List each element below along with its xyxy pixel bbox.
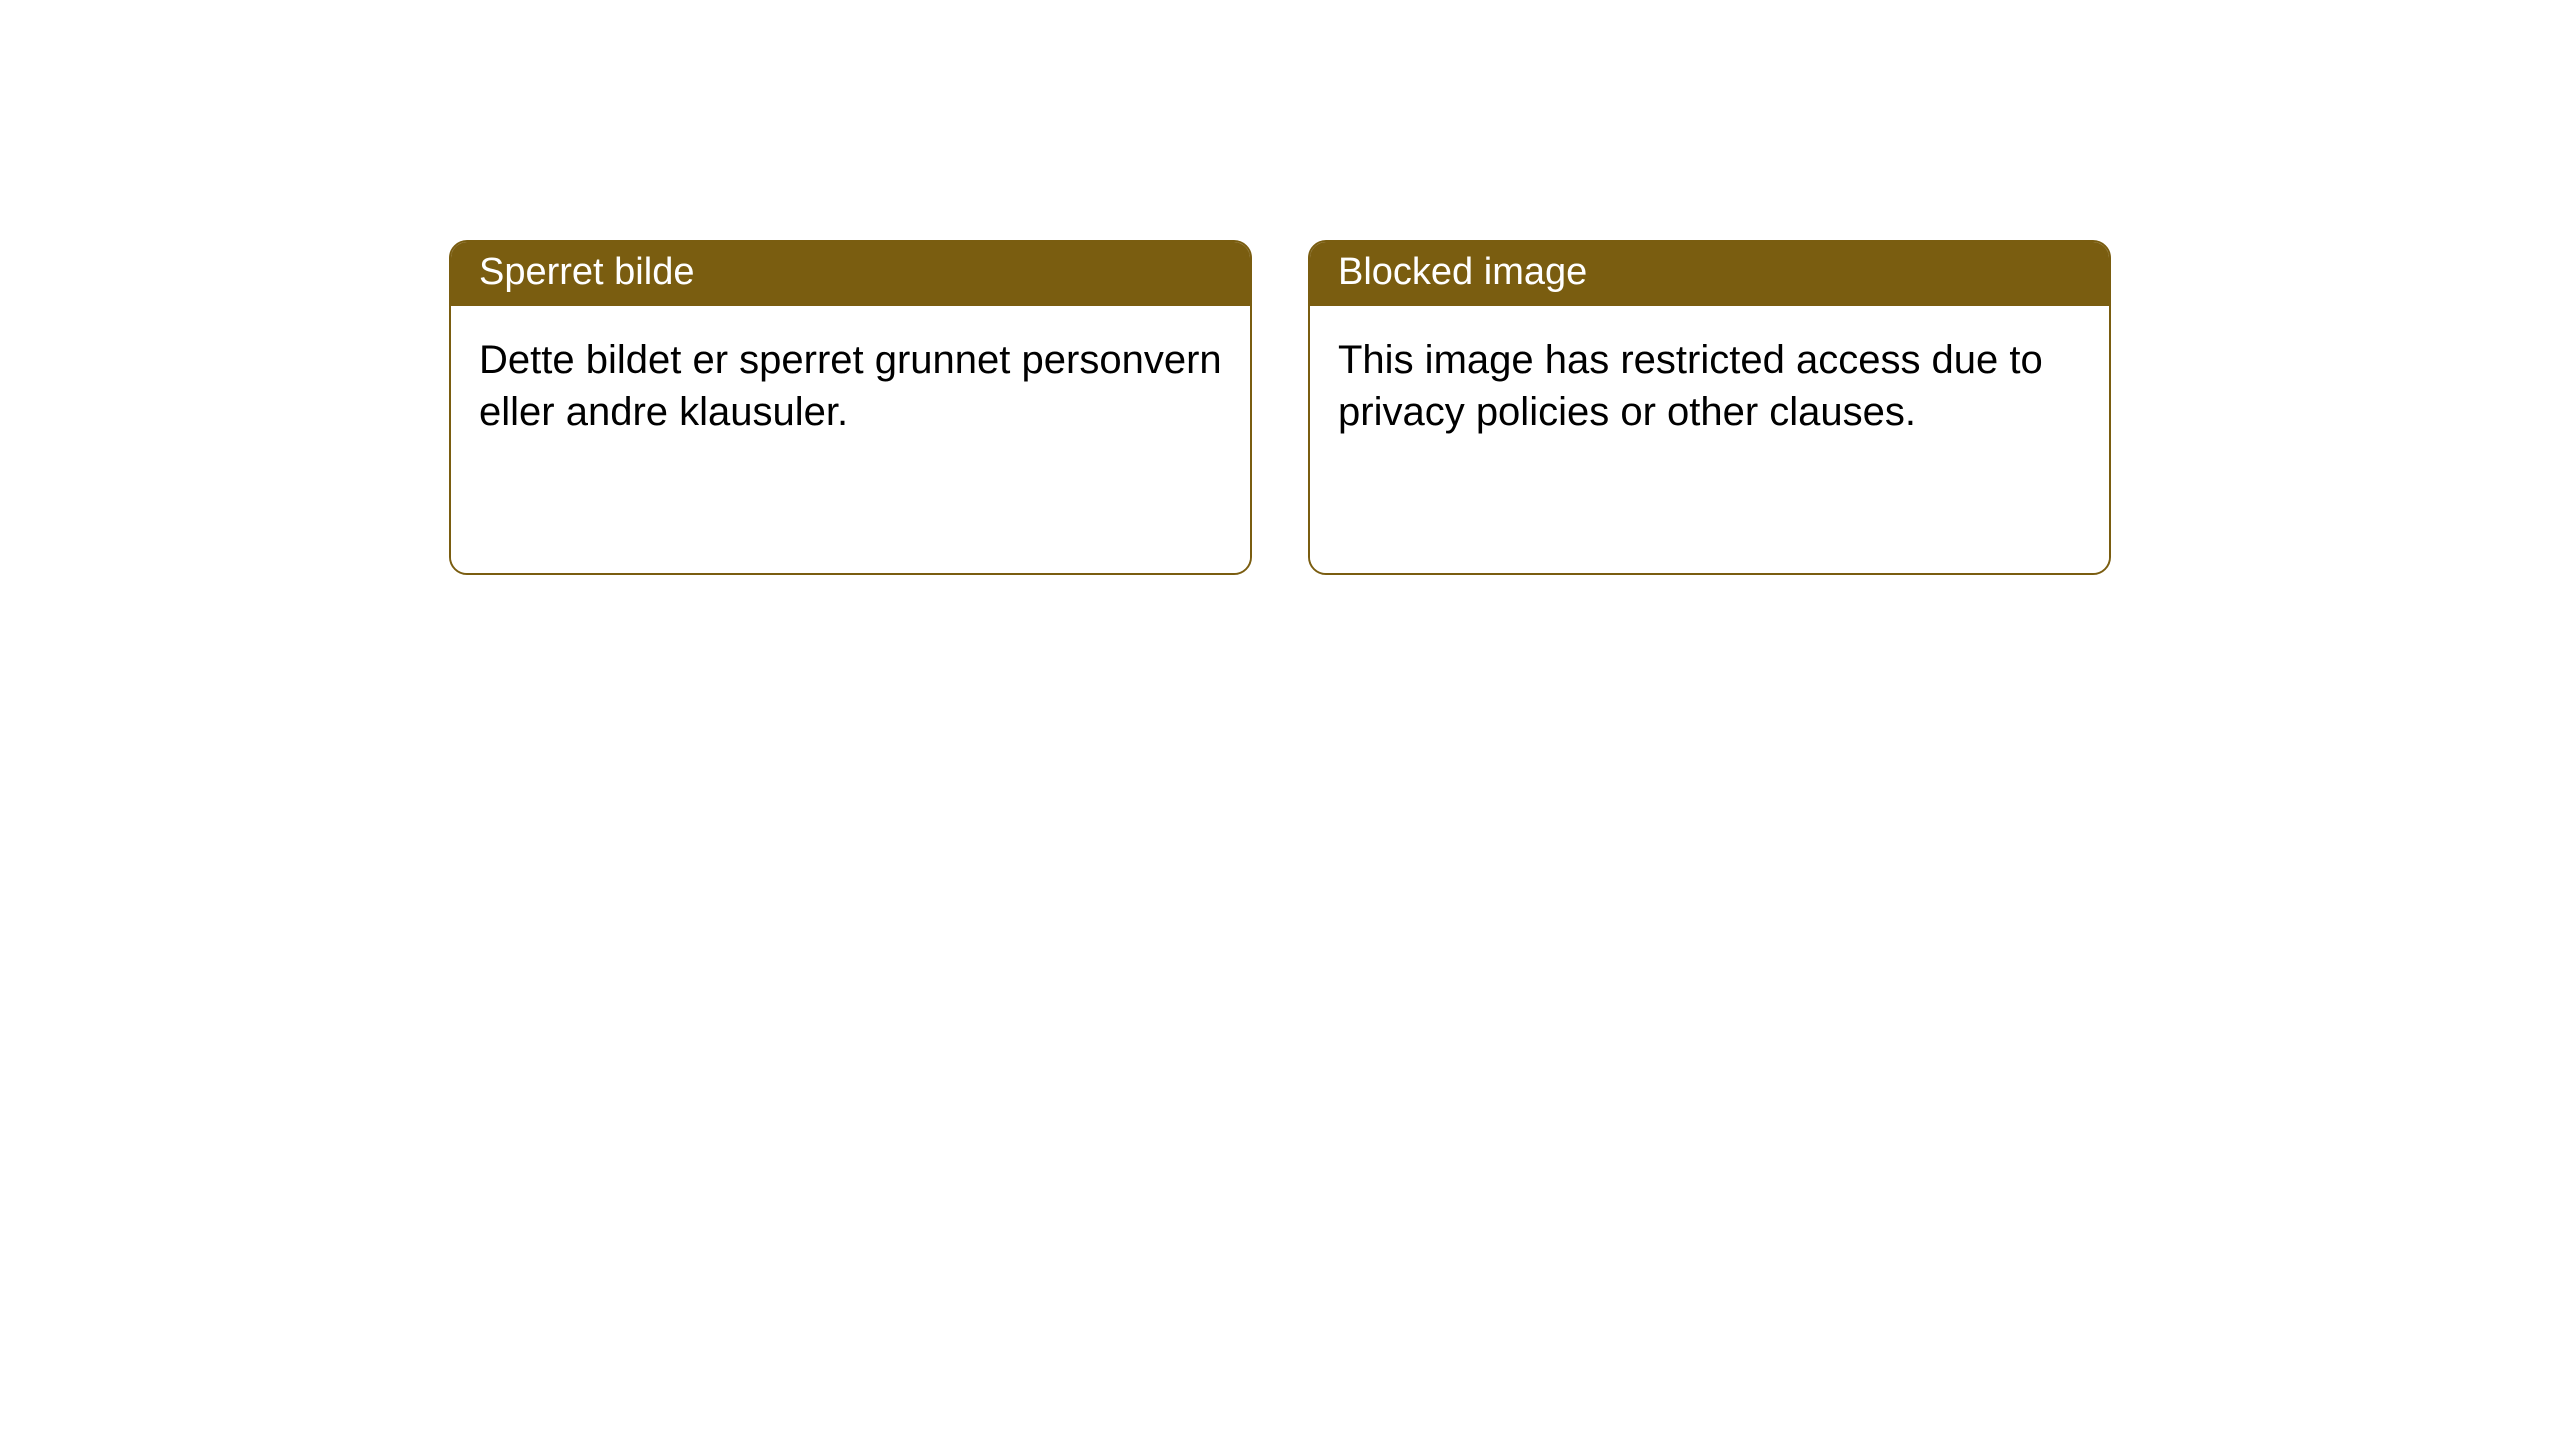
notice-container: Sperret bilde Dette bildet er sperret gr… xyxy=(0,0,2560,575)
notice-card-norwegian: Sperret bilde Dette bildet er sperret gr… xyxy=(449,240,1252,575)
notice-body-norwegian: Dette bildet er sperret grunnet personve… xyxy=(451,306,1250,573)
notice-card-english: Blocked image This image has restricted … xyxy=(1308,240,2111,575)
notice-header-english: Blocked image xyxy=(1310,242,2109,306)
notice-header-norwegian: Sperret bilde xyxy=(451,242,1250,306)
notice-body-english: This image has restricted access due to … xyxy=(1310,306,2109,573)
